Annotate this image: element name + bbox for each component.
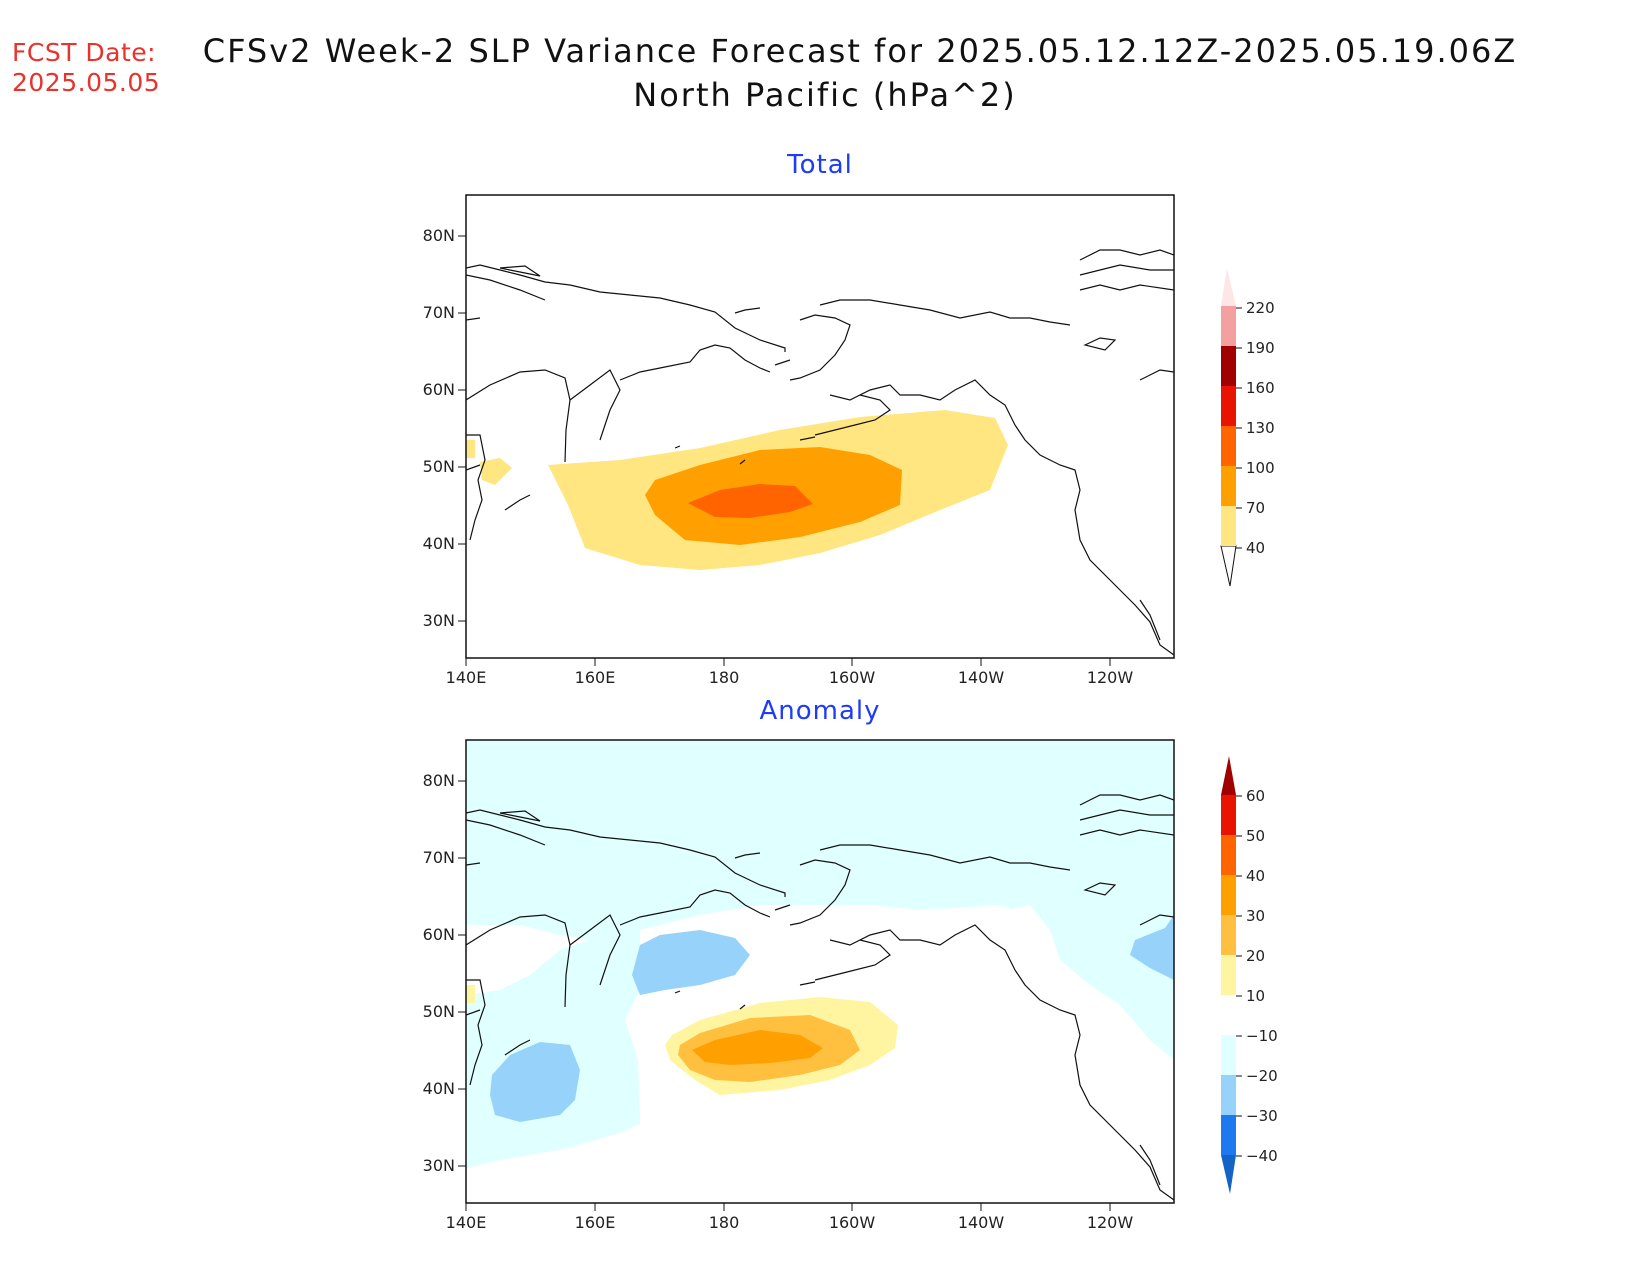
total-lat-tick-70n: 70N	[423, 303, 455, 322]
anomaly-colorbar: 60 50 40 30 20 10 −10 −20 −30 −40	[1221, 756, 1278, 1194]
anomaly-cb-label-neg20: −20	[1246, 1067, 1278, 1085]
anomaly-cb-neg10-10	[1221, 995, 1236, 1035]
anomaly-lon-tick-160e: 160E	[575, 1213, 616, 1232]
total-lon-tick-120w: 120W	[1087, 668, 1134, 687]
anomaly-lat-tick-70n: 70N	[423, 848, 455, 867]
total-lon-tick-140w: 140W	[958, 668, 1005, 687]
total-map-frame	[465, 194, 1175, 659]
anomaly-lat-axis: 80N 70N 60N 50N 40N 30N	[423, 771, 466, 1175]
total-cb-label-70: 70	[1246, 499, 1265, 517]
anomaly-cb-30-40	[1221, 875, 1236, 915]
anomaly-cb-neg30-neg20	[1221, 1075, 1236, 1115]
anomaly-shade-30	[692, 1030, 823, 1065]
anomaly-cb-label-30: 30	[1246, 907, 1265, 925]
anomaly-lat-tick-40n: 40N	[423, 1079, 455, 1098]
anomaly-white-basin	[625, 905, 1174, 1203]
total-lat-tick-30n: 30N	[423, 611, 455, 630]
anomaly-shade-neg20-japan	[490, 1042, 580, 1122]
main-title: CFSv2 Week-2 SLP Variance Forecast for 2…	[202, 32, 1518, 70]
anomaly-cb-bottom-arrow	[1221, 1155, 1236, 1194]
total-lat-tick-50n: 50N	[423, 457, 455, 476]
anomaly-coastlines	[466, 794, 1174, 1201]
anomaly-cb-20-30	[1221, 915, 1236, 955]
anomaly-cb-10-20	[1221, 955, 1236, 995]
anomaly-lon-tick-160w: 160W	[829, 1213, 876, 1232]
total-cb-130-160	[1221, 386, 1236, 426]
anomaly-shade-10-west	[466, 985, 475, 1003]
anomaly-lon-tick-140w: 140W	[958, 1213, 1005, 1232]
anomaly-shade-neg20-coast	[1130, 915, 1174, 980]
total-cb-label-220: 220	[1246, 299, 1275, 317]
panel-title-total: Total	[787, 150, 853, 180]
total-cb-160-190	[1221, 346, 1236, 386]
panel-title-anomaly: Anomaly	[759, 696, 881, 726]
anomaly-cb-top-arrow	[1221, 756, 1236, 795]
total-lon-axis: 140E 160E 180 160W 140W 120W	[446, 658, 1134, 687]
anomaly-cb-label-40: 40	[1246, 867, 1265, 885]
anomaly-cb-label-20: 20	[1246, 947, 1265, 965]
anomaly-cb-label-10: 10	[1246, 987, 1265, 1005]
total-lon-tick-180: 180	[709, 668, 740, 687]
anomaly-lat-tick-60n: 60N	[423, 925, 455, 944]
subtitle: North Pacific (hPa^2)	[633, 76, 1017, 114]
fcst-date: 2025.05.05	[12, 68, 161, 97]
total-lon-tick-160w: 160W	[829, 668, 876, 687]
anomaly-cb-label-neg40: −40	[1246, 1147, 1278, 1165]
anomaly-lat-tick-80n: 80N	[423, 771, 455, 790]
anomaly-cb-40-50	[1221, 835, 1236, 875]
total-lon-tick-160e: 160E	[575, 668, 616, 687]
anomaly-cb-label-60: 60	[1246, 787, 1265, 805]
anomaly-cb-label-50: 50	[1246, 827, 1265, 845]
anomaly-lon-axis: 140E 160E 180 160W 140W 120W	[446, 1203, 1134, 1232]
total-cb-190-220	[1221, 306, 1236, 346]
total-cb-top-arrow	[1221, 268, 1236, 306]
anomaly-cb-neg20-neg10	[1221, 1035, 1236, 1075]
total-cb-70-100	[1221, 466, 1236, 506]
anomaly-map-frame	[465, 739, 1175, 1204]
total-shade-40-west	[466, 440, 475, 458]
total-cb-label-40: 40	[1246, 539, 1265, 557]
total-cb-40-70	[1221, 506, 1236, 546]
total-lat-tick-60n: 60N	[423, 380, 455, 399]
anomaly-cb-label-neg30: −30	[1246, 1107, 1278, 1125]
total-lat-tick-80n: 80N	[423, 226, 455, 245]
total-coastlines	[466, 249, 1174, 656]
total-cb-label-160: 160	[1246, 379, 1275, 397]
total-lat-axis: 80N 70N 60N 50N 40N 30N	[423, 226, 466, 630]
anomaly-lon-tick-120w: 120W	[1087, 1213, 1134, 1232]
total-map	[466, 195, 1174, 658]
total-cb-label-100: 100	[1246, 459, 1275, 477]
anomaly-map	[466, 740, 1174, 1203]
fcst-label: FCST Date:	[12, 38, 157, 67]
anomaly-white-land	[466, 925, 590, 995]
anomaly-lon-tick-180: 180	[709, 1213, 740, 1232]
total-lat-tick-40n: 40N	[423, 534, 455, 553]
total-colorbar: 40 70 100 130 160 190 220	[1220, 268, 1275, 587]
total-cb-label-130: 130	[1246, 419, 1275, 437]
total-cb-label-190: 190	[1246, 339, 1275, 357]
anomaly-lat-tick-50n: 50N	[423, 1002, 455, 1021]
fcst-date-block: FCST Date: 2025.05.05	[12, 38, 160, 98]
anomaly-cb-label-neg10: −10	[1246, 1027, 1278, 1045]
total-lon-tick-140e: 140E	[446, 668, 487, 687]
total-shade-40-west2	[480, 458, 512, 485]
anomaly-shade-neg20-okhotsk	[632, 930, 750, 995]
total-shade-100	[688, 484, 813, 518]
anomaly-cb-50-60	[1221, 795, 1236, 835]
anomaly-lat-tick-30n: 30N	[423, 1156, 455, 1175]
anomaly-lon-tick-140e: 140E	[446, 1213, 487, 1232]
total-cb-100-130	[1221, 426, 1236, 466]
anomaly-cb-neg40-neg30	[1221, 1115, 1236, 1155]
